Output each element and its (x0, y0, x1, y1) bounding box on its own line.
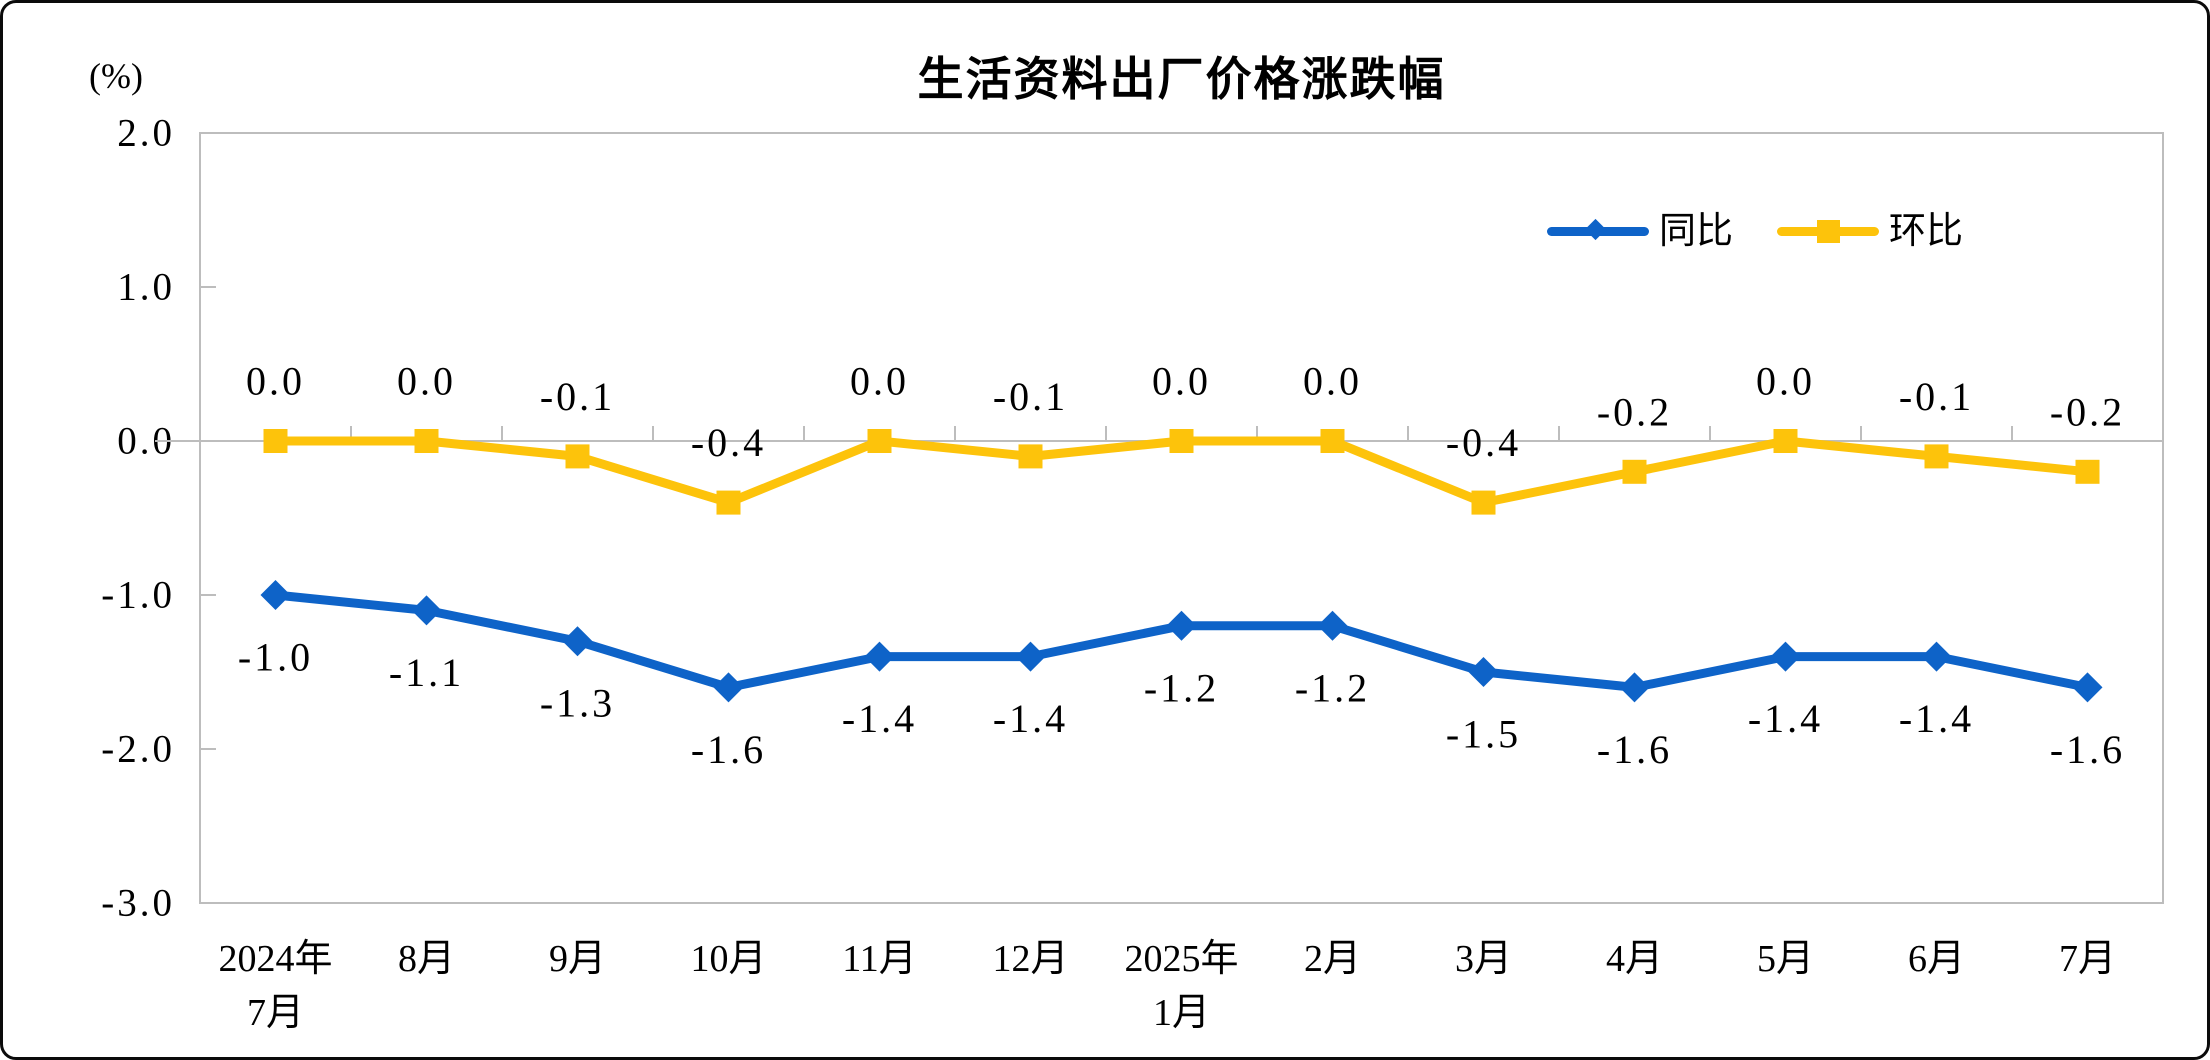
data-point-marker (1619, 672, 1650, 703)
x-tick-label: 6月 (1908, 938, 1965, 980)
data-point-label: 0.0 (246, 359, 305, 404)
y-tick-label: -2.0 (101, 728, 175, 771)
data-point-label: 0.0 (1303, 359, 1362, 404)
mom-line-sample-icon (1777, 220, 1879, 243)
x-tick-label: 2025年 1月 (1124, 938, 1238, 1034)
x-tick-label: 9月 (549, 938, 606, 980)
data-point-marker (1471, 490, 1496, 515)
y-tick-label: -1.0 (101, 574, 175, 617)
x-tick-label: 7月 (2059, 938, 2116, 980)
data-point-marker (411, 595, 442, 626)
data-point-marker (1773, 429, 1798, 453)
data-point-marker (263, 429, 288, 453)
x-tick-label: 2月 (1304, 938, 1361, 980)
data-point-marker (1166, 610, 1197, 641)
legend-label-yoy: 同比 (1659, 211, 1733, 252)
data-point-marker (1770, 641, 1801, 672)
data-point-marker (1317, 610, 1348, 641)
data-point-label: -1.6 (2050, 727, 2125, 772)
data-point-label: 0.0 (397, 359, 456, 404)
data-point-label: -1.4 (1748, 696, 1823, 741)
data-point-marker (864, 641, 895, 672)
data-point-marker (1622, 459, 1647, 484)
x-tick-label: 8月 (398, 938, 455, 980)
x-tick-label: 5月 (1757, 938, 1814, 980)
data-point-label: -1.0 (238, 635, 313, 680)
data-point-label: -1.4 (842, 696, 917, 741)
data-point-label: -0.4 (691, 420, 766, 465)
legend-label-mom: 环比 (1889, 211, 1963, 252)
data-point-marker (1018, 444, 1043, 469)
data-point-label: -1.4 (993, 696, 1068, 741)
x-tick-label: 11月 (842, 938, 917, 980)
chart-title: 生活资料出厂价格涨跌幅 (917, 53, 1446, 105)
x-tick-label: 2024年 7月 (218, 938, 332, 1034)
data-point-label: -0.1 (540, 374, 615, 419)
data-point-marker (562, 626, 593, 657)
data-point-marker (2075, 459, 2100, 484)
data-point-label: -1.3 (540, 681, 615, 726)
legend-item-yoy: 同比 (1547, 213, 1733, 250)
line-chart-canvas: 2.0 1.0 0.0 -1.0 -2.0 -3.0 2024年 7月 8月 9月 10月 11月 12… (101, 112, 2164, 1034)
data-point-marker (1015, 641, 1046, 672)
data-point-marker (867, 429, 892, 453)
data-point-marker (1169, 429, 1194, 453)
data-point-label: -1.6 (691, 727, 766, 772)
data-point-label: -1.5 (1446, 712, 1521, 757)
data-point-marker (414, 429, 439, 453)
data-point-marker (1468, 657, 1499, 687)
data-point-marker (1921, 641, 1952, 672)
x-tick-label: 3月 (1455, 938, 1512, 980)
x-tick-label: 4月 (1606, 938, 1663, 980)
data-point-label: -1.6 (1597, 727, 1672, 772)
data-point-label: 0.0 (1756, 359, 1815, 404)
chart-legend: 同比 环比 (1547, 213, 1963, 250)
data-point-label: -1.1 (389, 650, 464, 695)
data-point-label: 0.0 (850, 359, 909, 404)
y-tick-label: 2.0 (117, 112, 175, 155)
data-point-label: -0.2 (1597, 389, 1672, 434)
data-point-label: 0.0 (1152, 359, 1211, 404)
y-axis-unit-label: (%) (89, 56, 143, 96)
yoy-line-sample-icon (1547, 218, 1649, 241)
data-point-marker (565, 444, 590, 469)
data-point-label: -0.1 (1899, 374, 1974, 419)
data-point-label: -1.2 (1295, 665, 1370, 710)
x-tick-label: 10月 (690, 938, 766, 980)
data-point-marker (2072, 672, 2103, 703)
y-tick-label: 1.0 (117, 266, 175, 309)
data-point-marker (713, 672, 744, 703)
data-point-label: -1.2 (1144, 665, 1219, 710)
legend-item-mom: 环比 (1777, 213, 1963, 250)
data-point-marker (1924, 444, 1949, 469)
square-marker-icon (1817, 220, 1840, 243)
data-point-label: -0.4 (1446, 420, 1521, 465)
x-tick-label: 12月 (992, 938, 1068, 980)
y-tick-label: -3.0 (101, 882, 175, 925)
data-point-label: -1.4 (1899, 696, 1974, 741)
data-point-marker (260, 580, 291, 610)
data-point-marker (1320, 429, 1345, 453)
diamond-marker-icon (1584, 218, 1607, 241)
data-point-marker (716, 490, 741, 515)
data-point-label: -0.1 (993, 374, 1068, 419)
data-point-label: -0.2 (2050, 389, 2125, 434)
plot-area-border (199, 132, 2164, 904)
